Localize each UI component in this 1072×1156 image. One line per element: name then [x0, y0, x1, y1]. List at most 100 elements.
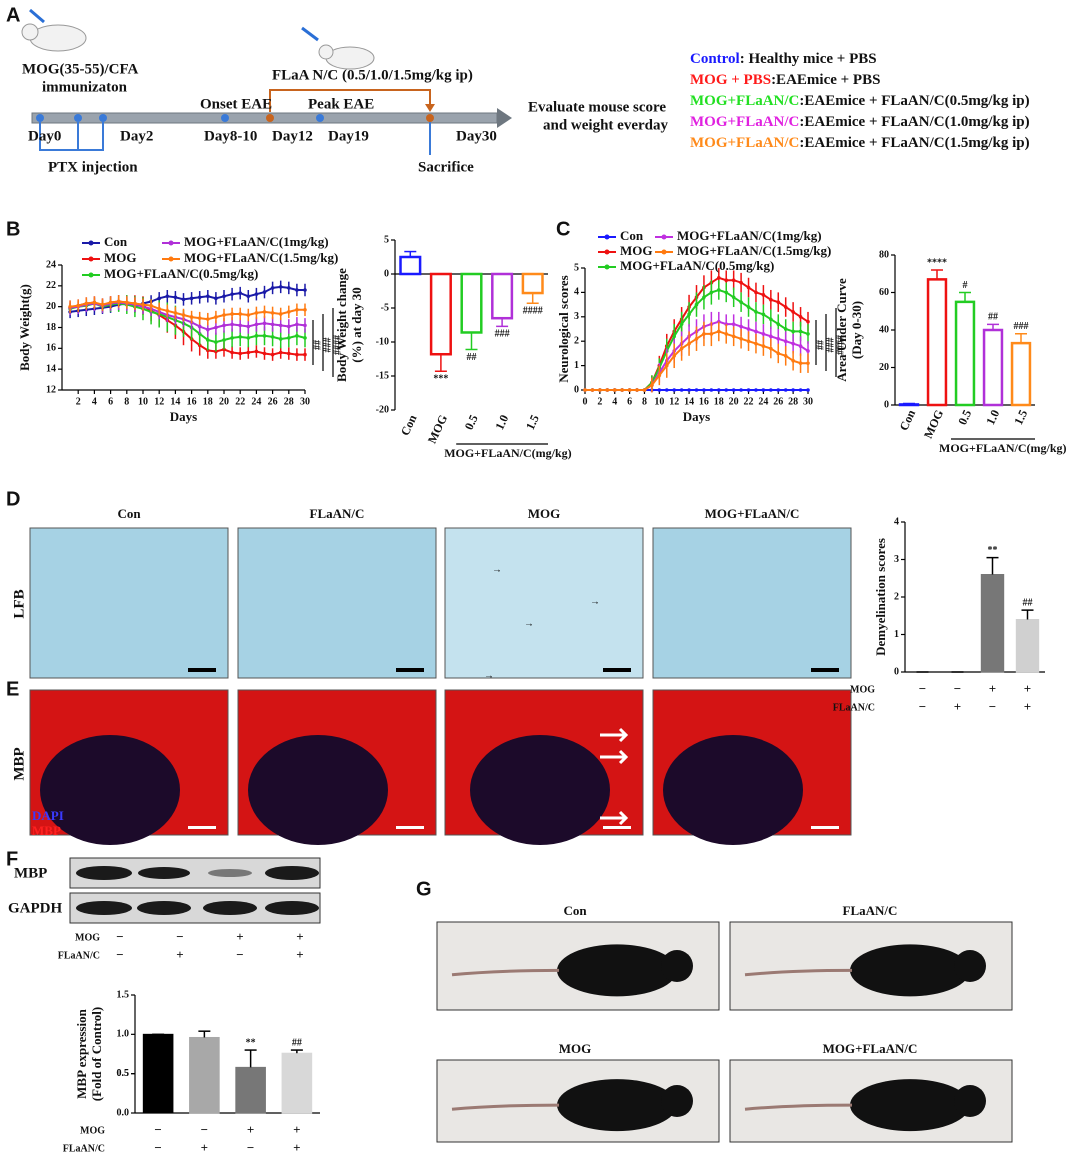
point	[627, 388, 632, 392]
point	[295, 307, 299, 312]
x-tick-label: 28	[788, 396, 798, 407]
point	[717, 288, 721, 292]
point	[783, 327, 788, 331]
legend-label: MOG+FLaAN/C(1mg/kg)	[677, 228, 822, 243]
mouse-icon	[21, 23, 375, 70]
point	[238, 291, 242, 295]
syringe	[301, 26, 319, 42]
y-axis-label: Body Weight(g)	[17, 284, 32, 371]
syringe	[29, 8, 45, 24]
point	[605, 388, 610, 392]
y-tick-label: 0	[884, 399, 889, 410]
point	[694, 336, 699, 341]
bar	[281, 1052, 313, 1114]
point	[254, 349, 259, 354]
point	[197, 324, 202, 329]
y-tick-label: 60	[879, 287, 889, 298]
point	[270, 286, 275, 290]
bar	[189, 1036, 220, 1114]
group-name: MOG+FLaAN/C	[690, 114, 799, 130]
mouse-body	[557, 944, 677, 997]
timeline-label: immunizaton	[42, 79, 128, 95]
bar	[491, 272, 514, 320]
point	[664, 363, 669, 368]
legend-marker	[88, 256, 94, 262]
point	[746, 327, 751, 331]
point	[724, 278, 729, 283]
point	[754, 341, 758, 346]
point	[761, 312, 766, 317]
point	[731, 322, 736, 326]
point	[739, 300, 743, 304]
point	[687, 388, 691, 392]
point	[806, 361, 810, 365]
mbp-dark-region	[663, 735, 803, 845]
arrow	[600, 749, 629, 765]
arrow: →	[492, 564, 502, 575]
point	[776, 336, 781, 341]
y-tick-label: 1.0	[117, 1029, 130, 1040]
significance-label: ####	[523, 306, 543, 317]
y-tick-label: 18	[46, 322, 56, 333]
x-tick-label: 20	[729, 396, 739, 407]
x-tick-label: 0.5	[955, 408, 974, 428]
bar	[926, 278, 948, 407]
condition-sign: +	[1024, 681, 1031, 696]
point	[754, 310, 758, 314]
point	[287, 286, 291, 290]
legend-marker	[604, 234, 610, 240]
condition-sign: +	[296, 929, 303, 944]
legend-label: MOG+FLaAN/C(1mg/kg)	[184, 234, 329, 249]
y-tick-label: 1	[894, 629, 899, 640]
panel-letter: A	[6, 4, 20, 26]
timeline-label: MOG(35-55)/CFA	[22, 61, 139, 77]
x-tick-label: 12	[669, 396, 679, 407]
point	[230, 350, 234, 355]
point	[746, 285, 751, 290]
image-title: Con	[117, 506, 141, 521]
point	[230, 336, 234, 340]
x-tick-label: 1.0	[492, 413, 511, 433]
scale-bar	[811, 826, 839, 829]
y-axis-label: Area Under Curve	[834, 278, 849, 382]
x-tick-label: 6	[627, 396, 632, 407]
legend-marker	[661, 249, 667, 255]
arrowhead	[425, 104, 435, 112]
point	[238, 335, 242, 339]
x-tick-label: 18	[203, 396, 213, 407]
point	[657, 388, 662, 392]
condition-sign: +	[1024, 699, 1031, 714]
point	[583, 388, 587, 392]
point	[739, 336, 743, 341]
day-label: Day12	[272, 128, 313, 144]
mouse-head	[661, 1085, 693, 1117]
point	[278, 337, 283, 341]
point	[798, 329, 803, 334]
condition-sign: −	[989, 699, 996, 714]
scale-bar	[188, 668, 216, 672]
mouse-tail	[744, 1103, 853, 1111]
group-name: MOG+FLaAN/C	[690, 135, 799, 151]
x-axis-label: Days	[683, 409, 710, 424]
significance-label: ##	[467, 352, 477, 363]
y-tick-label: 0	[894, 666, 899, 677]
point	[173, 295, 178, 300]
point	[206, 348, 210, 353]
point	[100, 302, 105, 307]
x-tick-label: 10	[654, 396, 664, 407]
point	[238, 351, 242, 356]
point	[650, 383, 654, 387]
x-tick-label: 10	[138, 396, 148, 407]
point	[238, 312, 242, 316]
point	[165, 309, 170, 313]
point	[776, 388, 781, 392]
condition-sign: +	[293, 1140, 300, 1155]
point	[679, 322, 684, 326]
point	[206, 294, 210, 299]
group-description: :EAEmice + PBS	[771, 72, 880, 88]
mouse-tail	[451, 968, 560, 977]
y-axis-label: Neurological scores	[556, 275, 571, 382]
group-name: MOG+FLaAN/C	[690, 93, 799, 109]
point	[214, 325, 218, 330]
